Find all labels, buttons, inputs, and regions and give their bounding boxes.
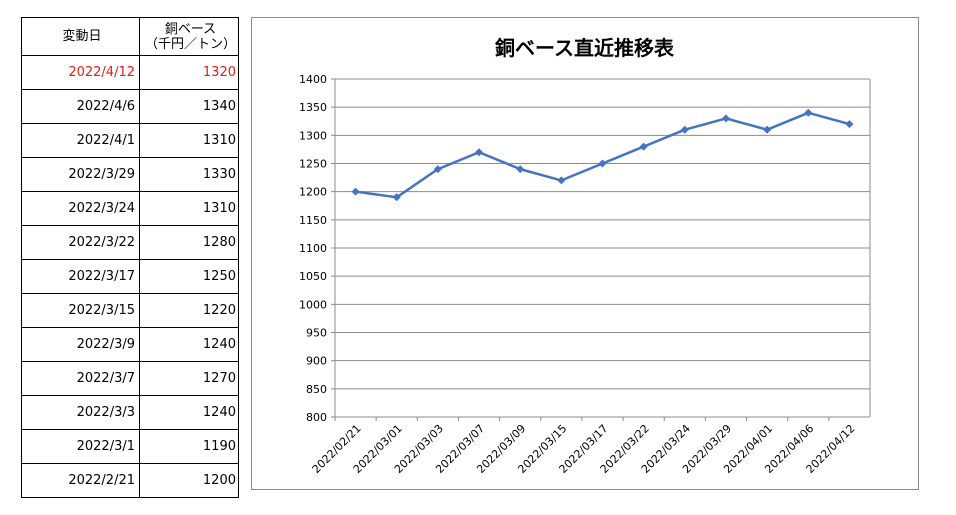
value-cell: 1190 [139, 429, 239, 464]
value-cell: 1220 [139, 293, 239, 328]
value-cell: 1200 [139, 463, 239, 498]
value-cell: 1270 [139, 361, 239, 396]
date-cell: 2022/3/7 [21, 361, 140, 396]
value-cell: 1310 [139, 191, 239, 226]
y-tick-label: 1000 [299, 298, 327, 311]
y-tick-label: 1400 [299, 73, 327, 86]
data-point-marker [351, 187, 360, 196]
table-row: 2022/4/6 1340 [21, 89, 239, 124]
value-cell: 1310 [139, 123, 239, 158]
value-cell: 1240 [139, 395, 239, 430]
table-row: 2022/3/15 1220 [21, 293, 239, 328]
y-tick-label: 1100 [299, 242, 327, 255]
header-date: 変動日 [21, 17, 140, 56]
y-tick-label: 950 [306, 327, 327, 340]
date-cell: 2022/2/21 [21, 463, 140, 498]
date-cell: 2022/4/1 [21, 123, 140, 158]
date-cell: 2022/3/3 [21, 395, 140, 430]
date-cell: 2022/4/6 [21, 89, 140, 124]
value-cell: 1250 [139, 259, 239, 294]
data-point-marker [804, 108, 813, 117]
data-point-marker [680, 125, 689, 134]
header-value-line2: （千円／トン） [144, 36, 236, 52]
data-point-marker [392, 193, 401, 202]
y-tick-label: 1150 [299, 214, 327, 227]
date-cell: 2022/3/22 [21, 225, 140, 260]
y-tick-label: 1200 [299, 186, 327, 199]
data-point-marker [598, 159, 607, 168]
date-cell: 2022/3/15 [21, 293, 140, 328]
data-point-marker [433, 165, 442, 174]
y-tick-label: 800 [306, 411, 327, 424]
data-point-marker [475, 148, 484, 157]
y-tick-label: 1250 [299, 158, 327, 171]
date-cell: 2022/3/17 [21, 259, 140, 294]
date-cell: 2022/3/9 [21, 327, 140, 362]
table-row: 2022/3/3 1240 [21, 395, 239, 430]
table-row: 2022/3/7 1270 [21, 361, 239, 396]
value-cell: 1240 [139, 327, 239, 362]
date-cell: 2022/3/29 [21, 157, 140, 192]
value-cell: 1280 [139, 225, 239, 260]
data-point-marker [557, 176, 566, 185]
date-cell: 2022/3/24 [21, 191, 140, 226]
table-row: 2022/4/12 1320 [21, 55, 239, 90]
y-tick-label: 850 [306, 383, 327, 396]
table-row: 2022/3/17 1250 [21, 259, 239, 294]
data-point-marker [516, 165, 525, 174]
data-point-marker [721, 114, 730, 123]
table-row: 2022/3/22 1280 [21, 225, 239, 260]
series-line [355, 111, 850, 199]
header-value: 銅ベース （千円／トン） [139, 17, 239, 56]
chart-title: 銅ベース直近推移表 [495, 36, 675, 60]
date-cell: 2022/4/12 [21, 55, 140, 90]
data-point-marker [763, 125, 772, 134]
table-row: 2022/3/9 1240 [21, 327, 239, 362]
table-header-row: 変動日 銅ベース （千円／トン） [21, 17, 239, 56]
value-cell: 1320 [139, 55, 239, 90]
table-row: 2022/2/21 1200 [21, 463, 239, 498]
date-cell: 2022/3/1 [21, 429, 140, 464]
price-table: 変動日 銅ベース （千円／トン） 2022/4/12 1320 2022/4/6 13… [21, 17, 239, 498]
value-cell: 1340 [139, 89, 239, 124]
data-point-marker [845, 120, 854, 129]
y-tick-label: 1050 [299, 270, 327, 283]
table-row: 2022/3/1 1190 [21, 429, 239, 464]
chart-area: 銅ベース直近推移表 800 850 900 950 1000 1050 1100 1150 120… [251, 17, 919, 490]
header-value-line1: 銅ベース [164, 21, 217, 37]
y-tick-label: 900 [306, 355, 327, 368]
y-tick-label: 1350 [299, 101, 327, 114]
y-tick-label: 1300 [299, 129, 327, 142]
table-row: 2022/3/24 1310 [21, 191, 239, 226]
value-cell: 1330 [139, 157, 239, 192]
line-chart: 銅ベース直近推移表 800 850 900 950 1000 1050 1100 1150 120… [299, 36, 871, 476]
table-row: 2022/3/29 1330 [21, 157, 239, 192]
data-point-marker [639, 142, 648, 151]
table-body: 2022/4/12 1320 2022/4/6 1340 2022/4/1 1310 202… [21, 55, 239, 498]
table-row: 2022/4/1 1310 [21, 123, 239, 158]
